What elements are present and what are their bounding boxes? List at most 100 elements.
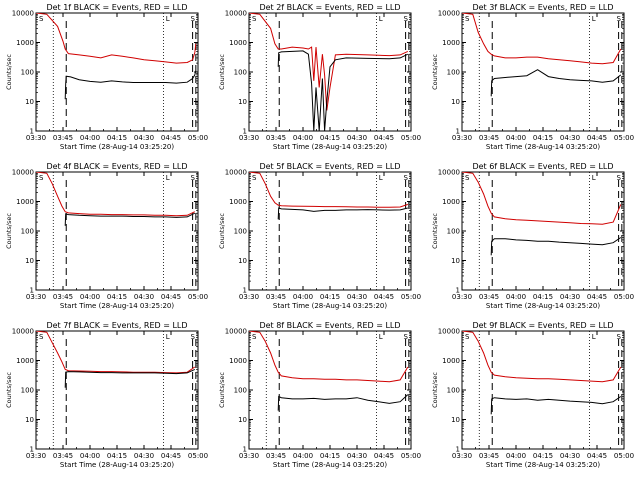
x-tick-label: 05:00 (401, 293, 421, 301)
y-tick-label: 1000 (229, 357, 247, 365)
x-tick-label: 04:30 (134, 134, 154, 142)
x-axis-label: Start Time (28-Aug-14 03:25:20) (486, 302, 600, 310)
x-tick-label: 04:00 (80, 452, 100, 460)
x-tick-label: 03:30 (239, 452, 259, 460)
y-tick-label: 10 (451, 416, 460, 424)
x-tick-label: 04:45 (161, 452, 181, 460)
x-tick-label: 04:15 (107, 293, 127, 301)
y-axis-label: Counts/sec (218, 54, 226, 90)
x-tick-label: 03:45 (53, 452, 73, 460)
x-axis-label: Start Time (28-Aug-14 03:25:20) (273, 461, 387, 469)
events-series-line (277, 207, 408, 220)
y-tick-label: 100 (447, 69, 460, 77)
x-tick-label: 04:30 (347, 452, 367, 460)
y-tick-label: 1 (30, 287, 34, 295)
marker-label: L (379, 174, 383, 182)
x-tick-label: 04:30 (560, 293, 580, 301)
x-tick-label: 03:30 (26, 134, 46, 142)
panel-title: Det 6f BLACK = Events, RED = LLD (472, 162, 613, 171)
events-series-line (490, 396, 622, 415)
y-tick-label: 10000 (12, 328, 34, 336)
y-tick-label: 10000 (438, 10, 460, 18)
x-tick-label: 03:30 (26, 452, 46, 460)
y-tick-label: 1000 (229, 198, 247, 206)
x-tick-label: 04:30 (134, 293, 154, 301)
plot-frame (35, 330, 199, 450)
y-axis-label: Counts/sec (431, 372, 439, 408)
x-tick-label: 04:15 (533, 134, 553, 142)
plot-frame (461, 12, 625, 132)
x-tick-label: 04:30 (134, 452, 154, 460)
x-axis-label: Start Time (28-Aug-14 03:25:20) (273, 143, 387, 151)
plot-frame (248, 330, 412, 450)
x-tick-label: 05:00 (614, 452, 634, 460)
x-tick-label: 04:00 (80, 293, 100, 301)
lld-series-line (462, 13, 622, 65)
x-tick-label: 04:00 (293, 293, 313, 301)
y-tick-label: 10000 (438, 328, 460, 336)
x-tick-label: 04:00 (506, 293, 526, 301)
lld-series-line (462, 331, 622, 383)
x-tick-label: 03:45 (266, 134, 286, 142)
marker-label: S (39, 15, 44, 23)
marker-label: L (592, 15, 596, 23)
y-tick-label: 10000 (225, 10, 247, 18)
x-tick-label: 04:00 (293, 452, 313, 460)
marker-label: L (166, 333, 170, 341)
y-tick-label: 1 (243, 287, 247, 295)
x-tick-label: 03:45 (266, 293, 286, 301)
marker-label: S (404, 333, 409, 341)
panel-title: Det 2f BLACK = Events, RED = LLD (259, 3, 400, 12)
x-tick-label: 03:45 (479, 134, 499, 142)
y-tick-label: 1000 (442, 357, 460, 365)
y-tick-label: 1000 (229, 39, 247, 47)
series-group (36, 13, 197, 100)
events-series-line (64, 368, 196, 388)
x-axis-label: Start Time (28-Aug-14 03:25:20) (60, 302, 174, 310)
marker-label: S (465, 333, 470, 341)
y-axis-label: Counts/sec (5, 213, 13, 249)
x-axis-label: Start Time (28-Aug-14 03:25:20) (60, 143, 174, 151)
y-tick-label: 10 (238, 98, 247, 106)
y-tick-label: 100 (21, 228, 34, 236)
x-tick-label: 04:45 (374, 293, 394, 301)
x-tick-label: 05:00 (614, 134, 634, 142)
x-tick-label: 05:00 (401, 452, 421, 460)
plot-frame (35, 12, 199, 132)
y-tick-label: 1 (243, 446, 247, 454)
panel-title: Det 4f BLACK = Events, RED = LLD (46, 162, 187, 171)
marker-label: S (39, 174, 44, 182)
marker-label: L (379, 333, 383, 341)
x-tick-label: 05:00 (401, 134, 421, 142)
y-tick-label: 100 (21, 69, 34, 77)
x-tick-label: 05:00 (614, 293, 634, 301)
marker-label: S (465, 174, 470, 182)
panel-title: Det 9f BLACK = Events, RED = LLD (472, 321, 613, 330)
y-tick-label: 10000 (12, 10, 34, 18)
x-tick-label: 05:00 (188, 293, 208, 301)
marker-label: S (39, 333, 44, 341)
y-tick-label: 10 (451, 98, 460, 106)
x-axis-label: Start Time (28-Aug-14 03:25:20) (486, 461, 600, 469)
x-tick-label: 04:15 (533, 452, 553, 460)
marker-label: S (191, 174, 196, 182)
y-tick-label: 1000 (16, 198, 34, 206)
x-tick-label: 04:30 (560, 134, 580, 142)
marker-label: S (252, 15, 257, 23)
y-tick-label: 100 (234, 69, 247, 77)
x-axis-label: Start Time (28-Aug-14 03:25:20) (486, 143, 600, 151)
y-axis-label: Counts/sec (218, 372, 226, 408)
events-series-line (490, 237, 622, 256)
y-tick-label: 1 (30, 446, 34, 454)
x-tick-label: 03:30 (452, 452, 472, 460)
y-tick-label: 10000 (12, 169, 34, 177)
x-tick-label: 04:00 (506, 134, 526, 142)
plot-frame (461, 330, 625, 450)
x-tick-label: 04:45 (161, 134, 181, 142)
x-tick-label: 03:30 (239, 293, 259, 301)
y-tick-label: 10000 (225, 328, 247, 336)
x-tick-label: 05:00 (188, 134, 208, 142)
